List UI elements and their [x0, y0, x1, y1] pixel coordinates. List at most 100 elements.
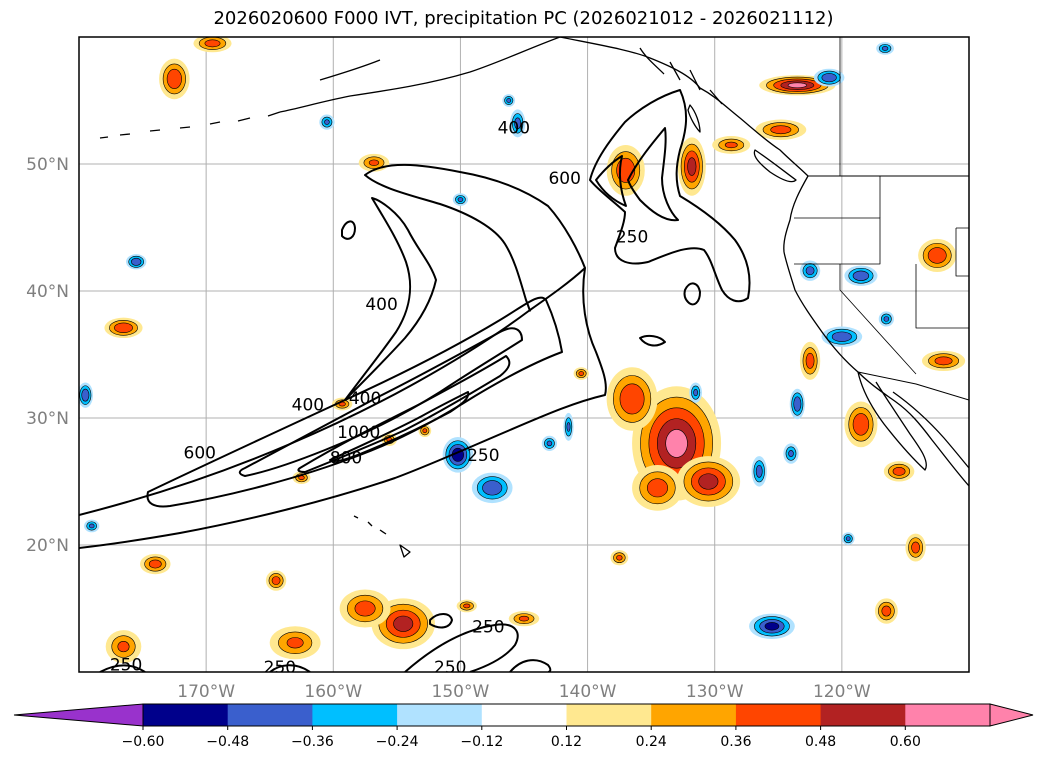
lon-tick-label: 160°W — [304, 682, 362, 702]
ivt-800-contour — [297, 355, 511, 473]
precip-positive-region — [463, 603, 471, 609]
precip-negative-region — [693, 389, 698, 397]
contour-label: 400 — [349, 389, 381, 409]
colorbar-tick-label: 0.36 — [720, 734, 751, 750]
precip-negative-region — [324, 119, 330, 125]
map-background — [79, 37, 969, 672]
precip-negative-region — [482, 480, 503, 496]
precip-positive-region — [148, 559, 162, 569]
colorbar-segment — [820, 704, 906, 726]
lat-tick-label: 40°N — [26, 282, 69, 302]
colorbar: −0.60 −0.48 −0.36 −0.24 −0.12 0.12 0.24 0.36 0.4… — [13, 703, 1034, 750]
precip-negative-region — [764, 622, 780, 631]
precip-positive-region — [770, 125, 792, 135]
precip-positive-region — [805, 352, 815, 369]
colorbar-tick-label: 0.60 — [890, 734, 921, 750]
colorbar-segment — [227, 704, 313, 726]
lon-tick-label: 170°W — [177, 682, 235, 702]
precip-negative-region — [755, 464, 763, 478]
colorbar-segment — [651, 704, 737, 726]
precip-positive-region — [927, 247, 947, 264]
colorbar-tick-label: −0.24 — [376, 734, 419, 750]
ivt-600-contour — [238, 327, 523, 477]
precip-positive-region — [787, 82, 807, 89]
colorbar-segment — [397, 704, 483, 726]
longitude-labels: 170°W 160°W 150°W 140°W 130°W 120°W — [177, 682, 871, 702]
precip-positive-region — [934, 356, 953, 366]
precip-positive-region — [619, 383, 645, 415]
precip-positive-region — [687, 157, 697, 176]
colorbar-tick-label: 0.24 — [636, 734, 667, 750]
lat-tick-label: 30°N — [26, 409, 69, 429]
precip-negative-region — [831, 331, 852, 342]
map-frame — [78, 36, 970, 673]
ivt-contours — [79, 89, 751, 672]
colorbar-over-extension — [989, 703, 1034, 727]
lon-tick-label: 130°W — [686, 682, 744, 702]
lon-tick-label: 120°W — [813, 682, 871, 702]
lon-tick-label: 140°W — [559, 682, 617, 702]
contour-label: 250 — [434, 658, 466, 678]
contour-labels: 400 600 250 400 400 400 1000 800 600 250 250 250 250… — [110, 118, 648, 678]
precip-positive-region — [117, 641, 130, 653]
colorbar-segment — [481, 704, 567, 726]
ivt-1000-contour — [329, 391, 470, 463]
contour-label: 1000 — [337, 423, 380, 443]
precip-positive-region — [271, 576, 281, 585]
precip-negative-region — [81, 388, 90, 402]
precip-negative-region — [131, 257, 142, 266]
contour-label: 250 — [110, 656, 142, 676]
colorbar-segment — [566, 704, 652, 726]
contour-label: 400 — [365, 295, 397, 315]
precip-negative-region — [506, 98, 512, 103]
contour-label: 250 — [616, 228, 648, 248]
precip-positive-region — [616, 554, 623, 561]
precip-negative-region — [881, 46, 889, 51]
lat-tick-label: 20°N — [26, 536, 69, 556]
colorbar-under-extension — [13, 703, 144, 727]
colorbar-tick-label: 0.48 — [805, 734, 836, 750]
precip-positive-region — [892, 466, 906, 476]
contour-label: 600 — [548, 169, 580, 189]
precip-positive-region — [698, 473, 719, 490]
precip-positive-region — [368, 159, 380, 166]
precip-negative-region — [821, 73, 837, 83]
precip-negative-region — [845, 536, 851, 541]
colorbar-segment — [143, 704, 229, 726]
colorbar-tick-label: −0.12 — [460, 734, 503, 750]
lat-tick-label: 50°N — [26, 155, 69, 175]
precip-negative-region — [788, 450, 794, 458]
contour-label: 600 — [184, 444, 216, 464]
precip-positive-region — [166, 68, 182, 89]
lon-tick-label: 150°W — [432, 682, 490, 702]
coastlines — [99, 37, 969, 558]
precip-positive-region — [881, 605, 892, 617]
precip-positive-region — [578, 371, 584, 376]
precip-positive-region — [204, 39, 221, 48]
colorbar-tick-label: 0.12 — [551, 734, 582, 750]
plot-title: 2026020600 F000 IVT, precipitation PC (2… — [213, 8, 834, 29]
precip-positive-region — [354, 600, 376, 617]
contour-label: 400 — [498, 118, 530, 138]
colorbar-segment — [905, 704, 991, 726]
contour-label: 250 — [264, 658, 296, 678]
precip-positive-region — [114, 322, 133, 333]
precip-positive-region — [422, 428, 428, 434]
precip-negative-region — [852, 270, 870, 281]
precip-positive-region — [393, 615, 414, 632]
precip-positive-region — [911, 541, 920, 554]
precip-positive-region — [647, 478, 668, 498]
contour-label: 250 — [467, 446, 499, 466]
colorbar-tick-label: −0.60 — [122, 734, 165, 750]
precip-positive-region — [852, 413, 870, 436]
latitude-labels: 50°N 40°N 30°N 20°N — [26, 155, 69, 556]
precip-negative-region — [883, 316, 890, 322]
precip-negative-region — [546, 440, 553, 447]
contour-label: 800 — [330, 449, 362, 469]
precip-negative-region — [566, 422, 571, 432]
precip-negative-region — [514, 117, 521, 130]
precip-positive-region — [286, 637, 304, 649]
precip-negative-region — [88, 523, 95, 529]
precip-negative-region — [793, 396, 802, 412]
